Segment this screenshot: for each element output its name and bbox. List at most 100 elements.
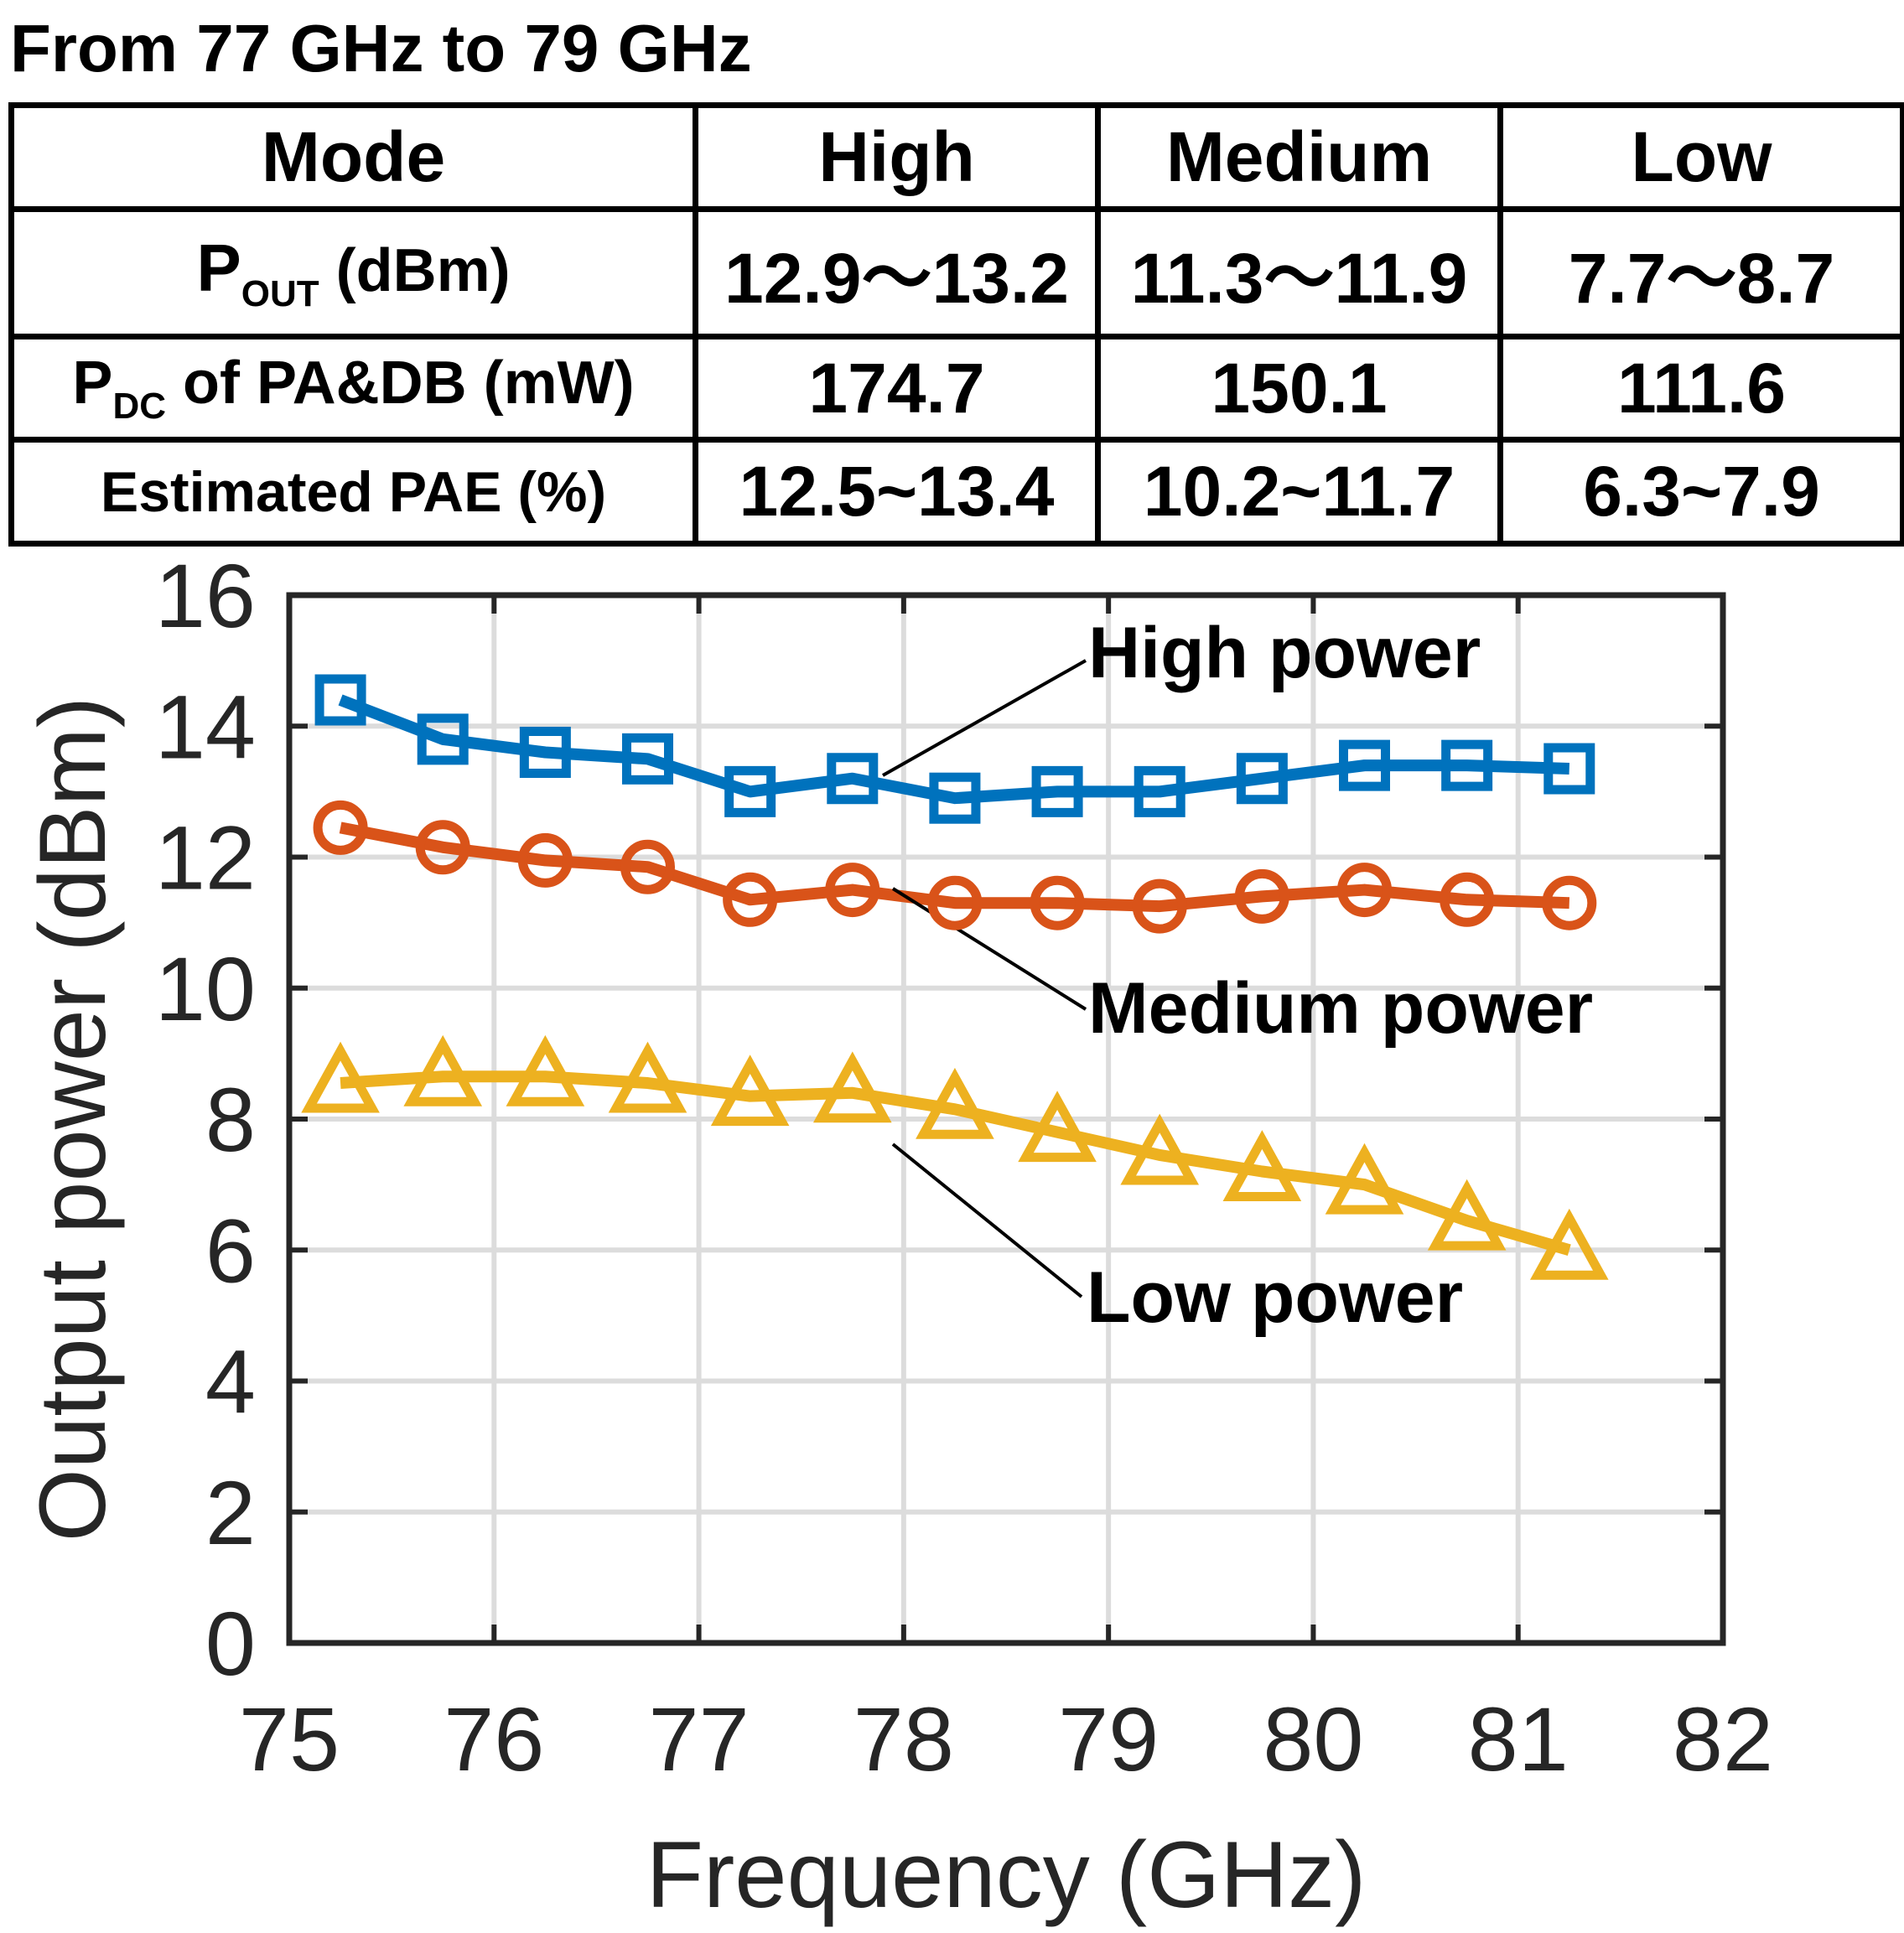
table-header-row: Mode High Medium Low	[8, 102, 1904, 212]
data-point-circle	[517, 832, 573, 888]
spec-table: Mode High Medium Low POUT (dBm) 12.9～13.…	[8, 102, 1904, 547]
y-axis-label: Output power (dBm)	[20, 697, 125, 1542]
cell-pout-low: 7.7～8.7	[1497, 205, 1904, 339]
x-tick-label: 76	[444, 1688, 544, 1790]
y-tick-label: 4	[205, 1331, 256, 1433]
data-point-triangle	[1222, 1130, 1302, 1201]
data-point-triangle	[403, 1034, 483, 1106]
row-label-sub: DC	[112, 386, 167, 428]
x-tick-label: 82	[1673, 1688, 1773, 1790]
data-point-circle	[1337, 863, 1392, 918]
data-point-square	[1031, 765, 1083, 817]
header-medium: Medium	[1095, 102, 1503, 212]
data-point-circle	[1132, 878, 1187, 934]
row-label-pout: POUT (dBm)	[8, 205, 698, 339]
x-tick-label: 81	[1468, 1688, 1569, 1790]
row-label-rest: of PA&DB (mW)	[166, 350, 635, 417]
annotation-label: Low power	[1087, 1257, 1463, 1338]
series-line-triangle	[340, 1070, 1571, 1256]
row-label-rest: (dBm)	[319, 237, 511, 305]
data-point-square	[417, 713, 469, 765]
series-line-square	[338, 694, 1570, 805]
data-point-square	[1543, 743, 1595, 795]
data-point-square	[314, 674, 366, 726]
y-tick-label: 16	[155, 553, 256, 646]
y-tick-label: 0	[205, 1593, 256, 1694]
series-markers	[301, 674, 1609, 1280]
cell-pdc-low: 111.6	[1497, 333, 1904, 443]
annotation-label: Medium power	[1088, 968, 1593, 1049]
row-label-main: P	[196, 231, 241, 306]
row-label-pdc: PDC of PA&DB (mW)	[8, 333, 698, 443]
data-point-triangle	[1529, 1208, 1609, 1280]
data-point-circle	[825, 863, 880, 918]
y-tick-label: 14	[155, 676, 256, 777]
cell-pout-medium: 11.3～11.9	[1095, 205, 1503, 339]
data-point-circle	[620, 839, 675, 894]
row-label-sub: OUT	[241, 273, 319, 315]
data-point-triangle	[608, 1041, 687, 1113]
data-point-circle	[1030, 875, 1085, 930]
x-tick-label: 75	[239, 1688, 340, 1790]
annotation-leader-line	[891, 1143, 1083, 1298]
annotation-labels: High power Medium power Low power	[1087, 613, 1593, 1338]
cell-pdc-medium: 150.1	[1095, 333, 1503, 443]
cell-pdc-high: 174.7	[693, 333, 1101, 443]
y-tick-label: 12	[155, 807, 256, 909]
x-tick-label: 78	[853, 1688, 954, 1790]
axis-ticks: 75 76 77 78 79 80 81 82 0 2 4 6 8 10 12 14 16	[155, 553, 1773, 1790]
header-mode: Mode	[8, 102, 698, 212]
table-row: POUT (dBm) 12.9～13.2 11.3～11.9 7.7～8.7	[8, 205, 1904, 339]
data-point-triangle	[710, 1055, 790, 1127]
data-point-circle	[927, 875, 983, 930]
cell-pout-high: 12.9～13.2	[693, 205, 1101, 339]
data-point-square	[827, 753, 879, 805]
data-point-circle	[1234, 868, 1289, 924]
data-point-circle	[723, 872, 778, 927]
data-point-circle	[1542, 875, 1597, 930]
data-point-triangle	[1325, 1143, 1404, 1215]
data-point-square	[724, 765, 776, 817]
data-point-circle	[415, 820, 470, 875]
caption: From 77 GHz to 79 GHz	[10, 11, 752, 86]
data-point-triangle	[1018, 1091, 1097, 1163]
output-power-chart: 75 76 77 78 79 80 81 82 0 2 4 6 8 10 12 14 16 High power…	[20, 553, 1773, 1927]
annotation-leader-line	[882, 659, 1087, 777]
data-point-circle	[1440, 872, 1495, 927]
data-point-triangle	[301, 1041, 380, 1113]
data-point-square	[1236, 753, 1288, 805]
y-tick-label: 2	[205, 1462, 256, 1563]
x-axis-label: Frequency (GHz)	[646, 1822, 1367, 1927]
cell-pae-medium: 10.2~11.7	[1095, 437, 1503, 547]
data-point-triangle	[916, 1067, 994, 1139]
x-tick-label: 77	[649, 1688, 750, 1790]
cell-pae-low: 6.3~7.9	[1497, 437, 1904, 547]
data-point-square	[519, 727, 571, 778]
annotation-leader-line	[891, 887, 1087, 1011]
data-point-triangle	[506, 1034, 585, 1106]
annotation-label: High power	[1088, 613, 1481, 693]
cell-pae-high: 12.5~13.4	[693, 437, 1101, 547]
data-point-triangle	[1427, 1179, 1507, 1251]
row-label-main: P	[72, 350, 113, 417]
data-point-triangle	[1120, 1113, 1200, 1185]
data-point-triangle	[812, 1051, 892, 1123]
data-point-square	[1134, 765, 1185, 817]
y-tick-label: 6	[205, 1200, 256, 1301]
y-tick-label: 8	[205, 1069, 256, 1170]
data-point-square	[622, 733, 673, 785]
header-low: Low	[1497, 102, 1904, 212]
table-row: Estimated PAE (%) 12.5~13.4 10.2~11.7 6.…	[8, 437, 1904, 547]
y-tick-label: 10	[155, 938, 256, 1039]
header-high: High	[693, 102, 1101, 212]
data-point-circle	[313, 800, 368, 855]
row-label-pae: Estimated PAE (%)	[8, 437, 698, 547]
data-point-square	[929, 772, 981, 824]
x-tick-label: 80	[1263, 1688, 1363, 1790]
annotation-leaders	[882, 659, 1087, 1298]
x-tick-label: 79	[1058, 1688, 1159, 1790]
series-lines	[338, 694, 1571, 1256]
table-row: PDC of PA&DB (mW) 174.7 150.1 111.6	[8, 333, 1904, 443]
data-point-square	[1441, 739, 1493, 791]
series-line-circle	[339, 821, 1570, 913]
